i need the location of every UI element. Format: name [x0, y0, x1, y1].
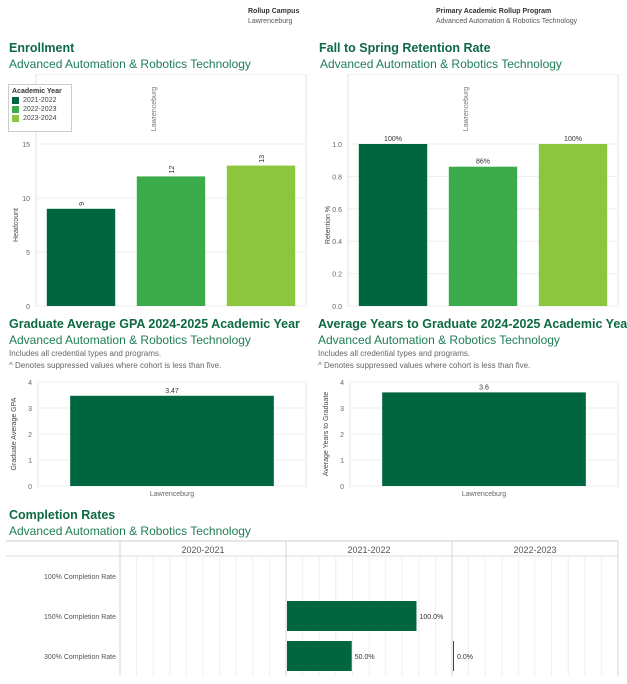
data-label: 3.47	[165, 388, 179, 395]
y-axis-label: Graduate Average GPA	[11, 397, 18, 470]
y-tick-label: 4	[28, 380, 32, 387]
y-tick-label: 0.0	[332, 304, 342, 310]
row-label: 150% Completion Rate	[44, 614, 116, 621]
data-label: 13	[259, 155, 266, 163]
bar	[448, 166, 518, 306]
y-tick-label: 15	[22, 142, 30, 149]
y-tick-label: 0.6	[332, 207, 342, 214]
legend-item[interactable]: 2023-2024	[12, 115, 71, 122]
y-tick-label: 1	[28, 458, 32, 465]
gpa-note: Includes all credential types and progra…	[9, 349, 162, 358]
bar	[46, 208, 116, 306]
bar	[287, 641, 352, 671]
y-tick-label: 0.2	[332, 272, 342, 279]
y-tick-label: 0	[28, 484, 32, 491]
data-label: 3.6	[479, 384, 489, 391]
retention-subtitle: Advanced Automation & Robotics Technolog…	[320, 57, 562, 71]
legend-swatch	[12, 106, 19, 113]
completion-chart[interactable]: 2020-2021 2021-2022 2022-2023 100% Completi…	[0, 540, 627, 678]
program-filter-value[interactable]: Advanced Automation & Robotics Technolog…	[436, 18, 578, 25]
y-tick-label: 5	[26, 250, 30, 257]
data-label: 12	[169, 166, 176, 174]
y-tick-label: 0	[340, 484, 344, 491]
gpa-note-suppressed: ^ Denotes suppressed values where cohort…	[9, 361, 222, 370]
row-label: 300% Completion Rate	[44, 654, 116, 661]
legend-swatch	[12, 115, 19, 122]
y-tick-label: 4	[340, 380, 344, 387]
panel-header: 2022-2023	[513, 545, 556, 555]
retention-chart[interactable]: Lawrenceburg 0.0 0.2 0.4 0.6 0.8 1.0 Retention …	[312, 74, 624, 310]
program-filter-label: Primary Academic Rollup Program	[436, 8, 552, 15]
data-label: 100.0%	[419, 614, 443, 621]
data-label: 9	[79, 202, 86, 206]
legend-label: 2023-2024	[23, 115, 57, 122]
panel-header: 2021-2022	[347, 545, 390, 555]
data-label: 0.0%	[457, 654, 473, 661]
gpa-title: Graduate Average GPA 2024-2025 Academic …	[9, 317, 300, 331]
legend-label: 2021-2022	[23, 97, 57, 104]
retention-title: Fall to Spring Retention Rate	[319, 41, 491, 55]
enrollment-chart[interactable]: Lawrenceburg 0 5 10 15 Headcount 9 12 13	[0, 74, 312, 310]
x-tick-label: Lawrenceburg	[150, 491, 194, 498]
legend-item[interactable]: 2021-2022	[12, 97, 71, 104]
y-tick-label: 0.4	[332, 239, 342, 246]
row-label: 100% Completion Rate	[44, 574, 116, 581]
bar	[453, 641, 454, 671]
column-header: Lawrenceburg	[151, 87, 158, 131]
legend-item[interactable]: 2022-2023	[12, 106, 71, 113]
bar	[70, 395, 274, 486]
years-note-suppressed: ^ Denotes suppressed values where cohort…	[318, 361, 531, 370]
panel-header: 2020-2021	[181, 545, 224, 555]
legend-title: Academic Year	[12, 88, 62, 95]
legend-label: 2022-2023	[23, 106, 57, 113]
bar	[538, 144, 608, 306]
y-axis-label: Average Years to Graduate	[323, 392, 330, 476]
y-tick-label: 3	[340, 406, 344, 413]
completion-subtitle: Advanced Automation & Robotics Technolog…	[9, 524, 251, 538]
y-tick-label: 2	[28, 432, 32, 439]
years-chart[interactable]: 0 1 2 3 4 Average Years to Graduate 3.6 Lawrenc…	[312, 374, 624, 504]
gpa-subtitle: Advanced Automation & Robotics Technolog…	[9, 333, 251, 347]
y-tick-label: 0.8	[332, 174, 342, 181]
y-axis-label: Headcount	[13, 208, 20, 242]
enrollment-subtitle: Advanced Automation & Robotics Technolog…	[9, 57, 251, 71]
years-title: Average Years to Graduate 2024-2025 Acad…	[318, 317, 627, 331]
data-label: 86%	[476, 159, 490, 166]
bar	[226, 165, 296, 306]
bar	[287, 601, 417, 631]
campus-filter-label: Rollup Campus	[248, 8, 300, 15]
enrollment-legend[interactable]: Academic Year 2021-2022 2022-2023 2023-2…	[8, 84, 72, 132]
enrollment-title: Enrollment	[9, 41, 75, 55]
legend-swatch	[12, 97, 19, 104]
y-tick-label: 3	[28, 406, 32, 413]
gpa-chart[interactable]: 0 1 2 3 4 Graduate Average GPA 3.47 Lawrencebur…	[0, 374, 312, 504]
years-note: Includes all credential types and progra…	[318, 349, 471, 358]
campus-filter-value[interactable]: Lawrenceburg	[248, 18, 293, 25]
y-tick-label: 0	[26, 304, 30, 310]
column-header: Lawrenceburg	[463, 87, 470, 131]
x-tick-label: Lawrenceburg	[462, 491, 506, 498]
y-tick-label: 2	[340, 432, 344, 439]
y-tick-label: 1.0	[332, 142, 342, 149]
years-subtitle: Advanced Automation & Robotics Technolog…	[318, 333, 560, 347]
bar	[136, 176, 206, 306]
y-tick-label: 10	[22, 196, 30, 203]
y-tick-label: 1	[340, 458, 344, 465]
bar	[382, 392, 586, 486]
data-label: 50.0%	[355, 654, 375, 661]
bar	[358, 144, 428, 306]
data-label: 100%	[564, 136, 582, 143]
data-label: 100%	[384, 136, 402, 143]
y-axis-label: Retention %	[325, 206, 332, 244]
completion-title: Completion Rates	[9, 508, 116, 522]
